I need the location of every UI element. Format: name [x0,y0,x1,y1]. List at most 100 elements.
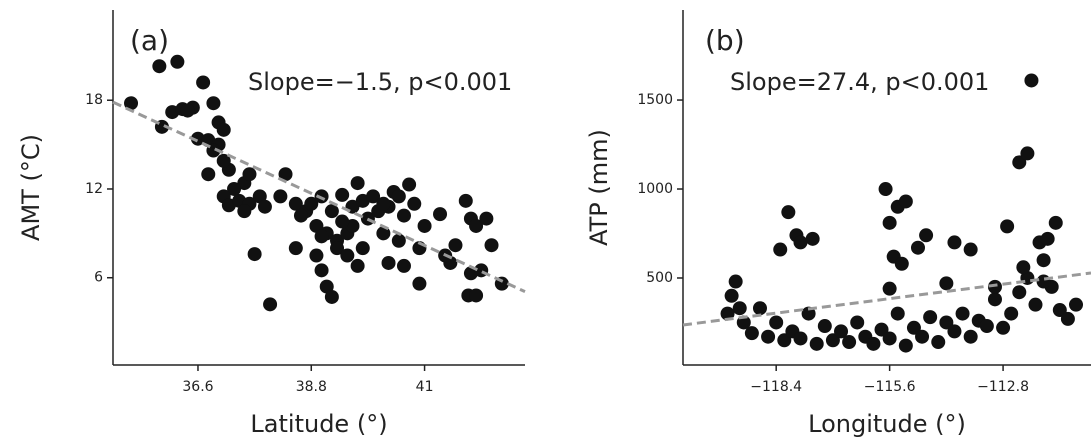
point [732,301,747,316]
point [809,336,824,351]
x-tick-label: 38.8 [296,379,327,395]
point [263,297,278,312]
point [237,204,252,219]
point [1012,285,1027,300]
point [242,167,257,182]
point [469,218,484,233]
point [407,196,422,211]
x-axis-label: Longitude (°) [808,410,966,438]
point [773,242,788,257]
panel-label: (b) [705,24,745,57]
trend-line [112,100,526,293]
y-axis-label: ATP (mm) [585,129,613,246]
point [324,204,339,219]
y-tick-label: 6 [94,270,103,286]
point [288,241,303,256]
point [278,167,293,182]
x-tick-label: −115.6 [864,379,916,395]
point [376,226,391,241]
point [947,324,962,339]
point [910,240,925,255]
point [247,247,262,262]
point [919,228,934,243]
annotation: Slope=27.4, p<0.001 [730,68,989,96]
point [906,320,921,335]
point [1060,311,1075,326]
point [1052,303,1067,318]
point [381,255,396,270]
point [947,235,962,250]
point [1069,297,1084,312]
annotation: Slope=−1.5, p<0.001 [248,68,512,96]
point [469,288,484,303]
x-axis-label: Latitude (°) [250,410,387,438]
point [412,276,427,291]
point [402,177,417,192]
point [882,331,897,346]
trend-line [682,271,1091,327]
point [1036,274,1051,289]
point [1036,253,1051,268]
point [1012,155,1027,170]
point [744,326,759,341]
point [890,306,905,321]
point [124,96,139,111]
point [417,218,432,233]
point [314,189,329,204]
point [391,233,406,248]
x-tick-label: 41 [416,379,434,395]
point [939,276,954,291]
point [793,235,808,250]
point [340,248,355,263]
point [227,181,242,196]
point [931,335,946,350]
point [878,182,893,197]
point [330,241,345,256]
point [939,315,954,330]
point [216,153,231,168]
point [898,338,913,353]
point [304,196,319,211]
point [201,167,216,182]
point [350,176,365,191]
point [996,320,1011,335]
point [963,329,978,344]
point [874,322,889,337]
point [288,196,303,211]
x-tick-label: −118.4 [750,379,802,395]
point [458,193,473,208]
point [793,331,808,346]
point [293,208,308,223]
point [728,274,743,289]
point [479,211,494,226]
point [761,329,776,344]
point [433,207,448,222]
point [801,306,816,321]
point [396,208,411,223]
point [366,189,381,204]
point [350,258,365,273]
point [882,281,897,296]
point [314,263,329,278]
y-tick-label: 12 [85,181,103,197]
point [252,189,267,204]
y-tick-label: 18 [85,92,103,108]
point [180,103,195,118]
point [752,301,767,316]
point [391,189,406,204]
point [319,279,334,294]
point [257,199,272,214]
point [170,54,185,69]
point [376,196,391,211]
point [850,315,865,330]
point [190,131,205,146]
point [448,238,463,253]
point [1048,215,1063,230]
point [842,335,857,350]
point [781,205,796,220]
point [324,289,339,304]
point [396,258,411,273]
point [817,319,832,334]
x-tick-label: −112.8 [977,379,1029,395]
